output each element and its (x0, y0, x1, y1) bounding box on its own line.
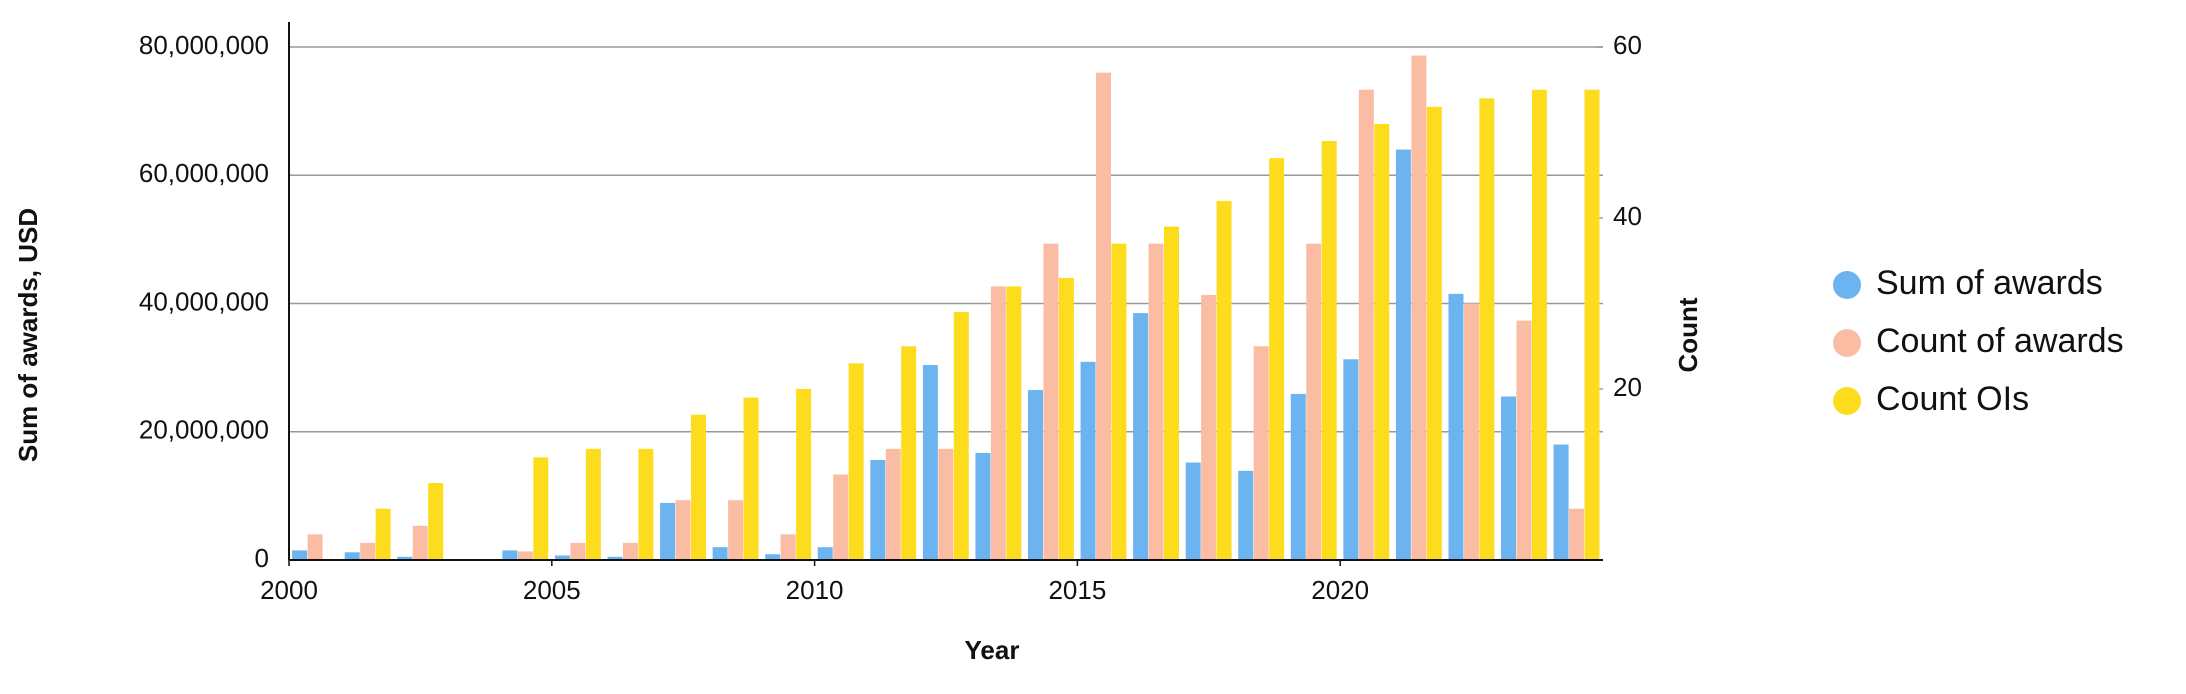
bar (292, 550, 308, 560)
legend-swatch (1833, 271, 1861, 299)
bar (307, 534, 323, 560)
bar (765, 554, 781, 560)
bar (1185, 462, 1201, 560)
bar (1569, 508, 1585, 560)
bar (1043, 243, 1059, 560)
bar (833, 474, 849, 560)
y2-axis-label: Count (1673, 297, 1703, 372)
bar (953, 312, 969, 560)
bar (901, 346, 917, 560)
bar (1553, 444, 1569, 560)
y2-tick-label: 40 (1613, 201, 1642, 231)
bar (412, 525, 428, 560)
bar (1238, 470, 1254, 560)
bar (585, 448, 601, 560)
y-tick-label: 80,000,000 (139, 30, 269, 60)
bar (1463, 303, 1479, 560)
legend-label: Count of awards (1876, 322, 2124, 360)
bar (1006, 286, 1022, 560)
bar (1374, 123, 1390, 560)
bar (517, 551, 533, 560)
x-tick-label: 2015 (1048, 575, 1106, 605)
bar (1479, 98, 1495, 561)
y-tick-label: 40,000,000 (139, 286, 269, 316)
bar (554, 555, 570, 560)
bar (1164, 226, 1179, 561)
bar (360, 542, 376, 560)
bar (1516, 320, 1532, 560)
bar (922, 365, 938, 560)
x-tick-label: 2010 (786, 575, 844, 605)
y-tick-label: 60,000,000 (139, 158, 269, 188)
bar (1133, 313, 1149, 560)
legend-swatch (1833, 387, 1861, 415)
legend-label: Count OIs (1876, 380, 2029, 418)
bar (675, 500, 691, 560)
bar (1096, 72, 1111, 561)
x-tick-label: 2005 (523, 575, 581, 605)
bar (885, 448, 901, 560)
y-tick-label: 0 (255, 543, 269, 573)
bar (1531, 89, 1547, 560)
bar (607, 556, 623, 560)
bar (1058, 277, 1074, 560)
bar (1269, 158, 1285, 560)
legend-swatch (1833, 329, 1861, 357)
bar (848, 363, 864, 560)
bar (638, 448, 654, 560)
y2-tick-label: 20 (1613, 372, 1642, 402)
y-tick-label: 20,000,000 (139, 415, 269, 445)
legend-label: Sum of awards (1876, 264, 2103, 302)
bar (690, 414, 706, 560)
bar (870, 459, 886, 560)
bar (397, 556, 413, 560)
y-axis-label: Sum of awards, USD (13, 208, 43, 462)
x-axis-label: Year (965, 635, 1020, 665)
bar (712, 547, 728, 560)
bar (1358, 89, 1374, 560)
x-tick-label: 2000 (260, 575, 318, 605)
bar (428, 483, 444, 560)
bar (1584, 89, 1600, 560)
bar (533, 457, 549, 560)
bar (1148, 243, 1164, 560)
bar (1395, 149, 1411, 560)
bar (502, 550, 518, 560)
bar (1411, 55, 1427, 561)
bar (796, 389, 812, 560)
bar (817, 547, 833, 560)
bar (1253, 346, 1269, 560)
bar (1027, 390, 1043, 560)
bar (1321, 141, 1337, 561)
bar (660, 502, 676, 560)
bar (1306, 243, 1322, 560)
bar (344, 552, 360, 560)
bar (938, 448, 954, 560)
bar (1501, 396, 1517, 560)
bar (1426, 106, 1442, 560)
x-tick-label: 2020 (1311, 575, 1369, 605)
bar (1343, 359, 1359, 560)
bar (1448, 293, 1464, 560)
bar (975, 452, 991, 560)
bar (1111, 243, 1127, 560)
bar (1201, 294, 1217, 560)
bar (780, 534, 796, 560)
y2-tick-label: 60 (1613, 30, 1642, 60)
bar (990, 286, 1006, 560)
bar (570, 542, 586, 560)
bar (375, 508, 391, 560)
bar (1290, 393, 1306, 560)
bar (622, 542, 638, 560)
bar (743, 397, 759, 560)
bar (1080, 361, 1096, 560)
bar (1216, 200, 1232, 560)
bar (728, 500, 744, 560)
